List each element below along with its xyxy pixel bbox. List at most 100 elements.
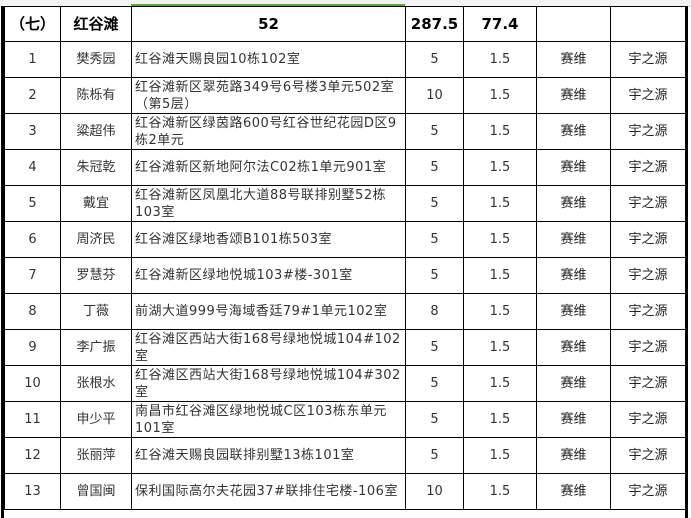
cell-brand[interactable]: 赛维 xyxy=(536,401,611,438)
cell-no[interactable]: 13 xyxy=(4,473,61,510)
cell-name[interactable]: 丁薇 xyxy=(60,293,132,330)
cell-price[interactable]: 1.5 xyxy=(463,113,537,150)
cell-vendor[interactable]: 宇之源 xyxy=(610,113,686,150)
cell-price[interactable]: 1.5 xyxy=(463,293,537,330)
cell-addr[interactable]: 红谷滩新区凤凰北大道88号联排别墅52栋103室 xyxy=(131,185,406,222)
cell-no[interactable]: 3 xyxy=(4,113,61,150)
cell-name[interactable]: 陈栎有 xyxy=(60,77,132,114)
cell-name[interactable]: 樊秀园 xyxy=(60,41,132,78)
cell-price[interactable]: 1.5 xyxy=(463,149,537,186)
cell-brand[interactable]: 赛维 xyxy=(536,113,611,150)
cell-name[interactable]: 周济民 xyxy=(60,221,132,258)
cell-addr[interactable]: 前湖大道999号海域香廷79#1单元102室 xyxy=(131,293,406,330)
cell-vendor[interactable]: 宇之源 xyxy=(610,329,686,366)
cell-no[interactable]: 7 xyxy=(4,257,61,294)
cell-name[interactable]: 朱冠乾 xyxy=(60,149,132,186)
cell-vendor[interactable]: 宇之源 xyxy=(610,365,686,402)
cell-addr[interactable]: 红谷滩天赐良园10栋102室 xyxy=(131,41,406,78)
cell-vendor[interactable]: 宇之源 xyxy=(610,41,686,78)
cell-brand[interactable]: 赛维 xyxy=(536,221,611,258)
cell-brand[interactable]: 赛维 xyxy=(536,437,611,474)
cell-addr[interactable]: 红谷滩新区绿茵路600号红谷世纪花园D区9栋2单元 xyxy=(131,113,406,150)
cell-price[interactable]: 1.5 xyxy=(463,329,537,366)
cell-addr[interactable]: 红谷滩新区新地阿尔法C02栋1单元901室 xyxy=(131,149,406,186)
cell-vendor[interactable]: 宇之源 xyxy=(610,257,686,294)
cell-count[interactable]: 52 xyxy=(131,6,406,42)
cell-price[interactable]: 1.5 xyxy=(463,185,537,222)
cell-price[interactable]: 1.5 xyxy=(463,41,537,78)
cell-brand[interactable]: 赛维 xyxy=(536,293,611,330)
cell-area[interactable]: 5 xyxy=(405,365,464,402)
cell-area[interactable]: 10 xyxy=(405,77,464,114)
cell-no[interactable]: 5 xyxy=(4,185,61,222)
cell-vendor[interactable]: 宇之源 xyxy=(610,293,686,330)
cell-name[interactable]: 曾国闽 xyxy=(60,473,132,510)
cell-vendor[interactable]: 宇之源 xyxy=(610,149,686,186)
cell-brand[interactable]: 赛维 xyxy=(536,257,611,294)
cell-no[interactable]: 12 xyxy=(4,437,61,474)
cell-addr[interactable]: 红谷滩区西站大街168号绿地悦城104#102室 xyxy=(131,329,406,366)
cell-name[interactable]: 戴宜 xyxy=(60,185,132,222)
cell-vendor[interactable]: 宇之源 xyxy=(610,221,686,258)
cell-area[interactable]: 5 xyxy=(405,257,464,294)
cell-name[interactable]: 粱超伟 xyxy=(60,113,132,150)
header-row: （七） 红谷滩 52 287.5 77.4 xyxy=(4,6,686,42)
cell-brand[interactable]: 赛维 xyxy=(536,41,611,78)
cell-addr[interactable]: 南昌市红谷滩区绿地悦城C区103栋东单元101室 xyxy=(131,401,406,438)
cell-brand[interactable]: 赛维 xyxy=(536,473,611,510)
cell-area[interactable]: 5 xyxy=(405,329,464,366)
cell-name[interactable]: 申少平 xyxy=(60,401,132,438)
cell-area[interactable]: 10 xyxy=(405,473,464,510)
cell-no[interactable]: 9 xyxy=(4,329,61,366)
cell-addr[interactable]: 红谷滩新区绿地悦城103#楼-301室 xyxy=(131,257,406,294)
cell-vendor[interactable]: 宇之源 xyxy=(610,437,686,474)
cell-vendor[interactable]: 宇之源 xyxy=(610,401,686,438)
cell-price[interactable]: 1.5 xyxy=(463,257,537,294)
cell-name[interactable]: 李广振 xyxy=(60,329,132,366)
cell-price[interactable]: 1.5 xyxy=(463,77,537,114)
cell-addr[interactable]: 红谷滩新区翠苑路349号6号楼3单元502室（第5层） xyxy=(131,77,406,114)
cell-no[interactable]: 2 xyxy=(4,77,61,114)
cell-district[interactable]: 红谷滩 xyxy=(60,6,132,42)
cell-name[interactable]: 张丽萍 xyxy=(60,437,132,474)
cell-no[interactable]: 1 xyxy=(4,41,61,78)
cell-no[interactable]: 11 xyxy=(4,401,61,438)
cell-name[interactable]: 罗慧芬 xyxy=(60,257,132,294)
cell-addr[interactable]: 红谷滩天赐良园联排别墅13栋101室 xyxy=(131,437,406,474)
cell-price[interactable]: 1.5 xyxy=(463,473,537,510)
cell-no[interactable]: 10 xyxy=(4,365,61,402)
cell-area[interactable]: 5 xyxy=(405,437,464,474)
cell-brand[interactable]: 赛维 xyxy=(536,329,611,366)
cell-section[interactable]: （七） xyxy=(4,6,61,42)
cell-amount-total[interactable]: 77.4 xyxy=(463,6,537,42)
cell-vendor[interactable]: 宇之源 xyxy=(610,473,686,510)
cell-area[interactable]: 5 xyxy=(405,113,464,150)
cell-vendor[interactable]: 宇之源 xyxy=(610,185,686,222)
cell-price[interactable]: 1.5 xyxy=(463,437,537,474)
cell-no[interactable]: 4 xyxy=(4,149,61,186)
cell-brand[interactable]: 赛维 xyxy=(536,365,611,402)
left-border xyxy=(0,6,4,518)
cell-empty[interactable] xyxy=(536,6,611,42)
cell-price[interactable]: 1.5 xyxy=(463,365,537,402)
cell-area-total[interactable]: 287.5 xyxy=(405,6,464,42)
cell-brand[interactable]: 赛维 xyxy=(536,185,611,222)
cell-name[interactable]: 张根水 xyxy=(60,365,132,402)
cell-area[interactable]: 8 xyxy=(405,293,464,330)
cell-empty[interactable] xyxy=(610,6,686,42)
cell-price[interactable]: 1.5 xyxy=(463,221,537,258)
cell-addr[interactable]: 红谷滩区绿地香颂B101栋503室 xyxy=(131,221,406,258)
cell-area[interactable]: 5 xyxy=(405,41,464,78)
cell-area[interactable]: 5 xyxy=(405,185,464,222)
cell-price[interactable]: 1.5 xyxy=(463,401,537,438)
cell-vendor[interactable]: 宇之源 xyxy=(610,77,686,114)
cell-no[interactable]: 6 xyxy=(4,221,61,258)
cell-brand[interactable]: 赛维 xyxy=(536,149,611,186)
cell-brand[interactable]: 赛维 xyxy=(536,77,611,114)
cell-area[interactable]: 5 xyxy=(405,221,464,258)
cell-addr[interactable]: 红谷滩区西站大街168号绿地悦城104#302室 xyxy=(131,365,406,402)
cell-area[interactable]: 5 xyxy=(405,149,464,186)
cell-area[interactable]: 5 xyxy=(405,401,464,438)
cell-addr[interactable]: 保利国际高尔夫花园37#联排住宅楼-106室 xyxy=(131,473,406,510)
cell-no[interactable]: 8 xyxy=(4,293,61,330)
